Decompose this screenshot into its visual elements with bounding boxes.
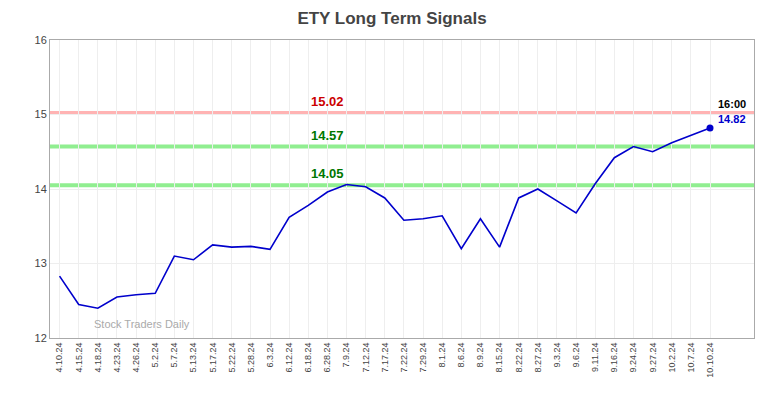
svg-text:16: 16 [35,34,47,46]
svg-text:7.12.24: 7.12.24 [361,343,371,373]
svg-text:6.18.24: 6.18.24 [303,343,313,373]
svg-text:Stock Traders Daily: Stock Traders Daily [94,318,190,330]
svg-text:8.6.24: 8.6.24 [456,343,466,368]
svg-text:13: 13 [35,257,47,269]
svg-text:5.7.24: 5.7.24 [169,343,179,368]
svg-text:10.2.24: 10.2.24 [667,343,677,373]
svg-text:4.10.24: 4.10.24 [54,343,64,373]
svg-text:8.9.24: 8.9.24 [475,343,485,368]
svg-text:6.12.24: 6.12.24 [284,343,294,373]
svg-text:14: 14 [35,183,47,195]
svg-text:8.15.24: 8.15.24 [494,343,504,373]
svg-text:14.05: 14.05 [311,166,344,181]
svg-text:10.10.24: 10.10.24 [705,343,715,378]
svg-text:6.3.24: 6.3.24 [265,343,275,368]
svg-text:7.9.24: 7.9.24 [341,343,351,368]
svg-text:9.3.24: 9.3.24 [552,343,562,368]
svg-text:16:00: 16:00 [718,98,746,110]
svg-text:8.22.24: 8.22.24 [514,343,524,373]
svg-text:5.28.24: 5.28.24 [246,343,256,373]
svg-text:12: 12 [35,332,47,344]
svg-text:7.22.24: 7.22.24 [399,343,409,373]
svg-text:9.24.24: 9.24.24 [628,343,638,373]
svg-text:9.6.24: 9.6.24 [571,343,581,368]
svg-text:5.13.24: 5.13.24 [188,343,198,373]
svg-text:ETY Long Term Signals: ETY Long Term Signals [297,9,486,28]
svg-text:4.26.24: 4.26.24 [131,343,141,373]
svg-text:15.02: 15.02 [311,94,344,109]
svg-text:9.11.24: 9.11.24 [590,343,600,372]
svg-text:10.7.24: 10.7.24 [686,343,696,373]
svg-text:5.2.24: 5.2.24 [150,343,160,368]
svg-text:4.18.24: 4.18.24 [93,343,103,373]
svg-text:5.22.24: 5.22.24 [227,343,237,373]
svg-text:9.27.24: 9.27.24 [648,343,658,373]
svg-text:6.28.24: 6.28.24 [322,343,332,373]
svg-text:14.57: 14.57 [311,128,344,143]
svg-text:4.23.24: 4.23.24 [112,343,122,373]
svg-text:14.82: 14.82 [718,113,746,125]
svg-text:7.29.24: 7.29.24 [418,343,428,373]
svg-text:4.15.24: 4.15.24 [74,343,84,373]
svg-text:8.27.24: 8.27.24 [533,343,543,373]
svg-text:15: 15 [35,108,47,120]
svg-text:8.1.24: 8.1.24 [437,343,447,368]
svg-text:9.16.24: 9.16.24 [609,343,619,373]
svg-text:5.17.24: 5.17.24 [208,343,218,373]
svg-text:7.17.24: 7.17.24 [380,343,390,373]
